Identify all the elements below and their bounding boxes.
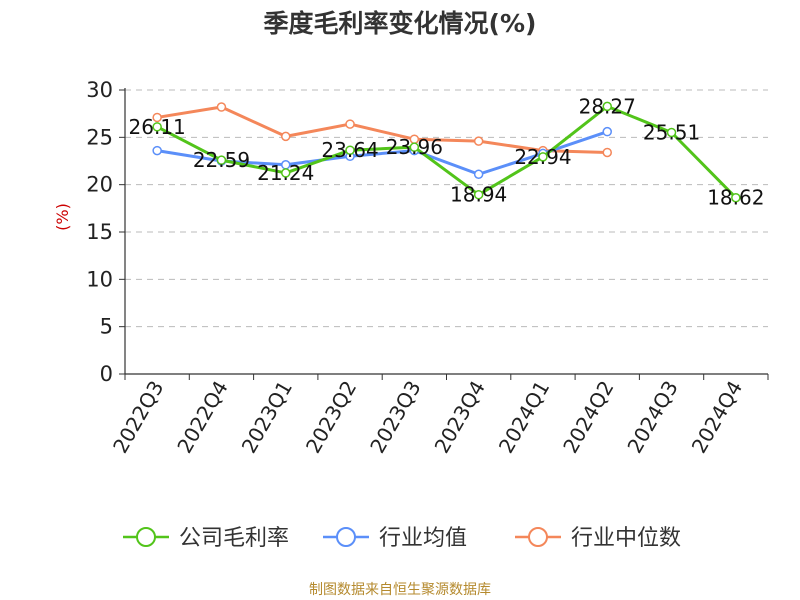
grid-lines: [125, 89, 768, 328]
data-point: [152, 145, 162, 156]
legend-marker: [336, 527, 356, 547]
data-point: [602, 101, 612, 112]
data-point: [216, 155, 227, 165]
y-tick-label: 15: [86, 220, 113, 244]
data-label: 18.94: [450, 183, 507, 207]
y-tick-label: 0: [100, 362, 113, 386]
data-point: [152, 122, 162, 132]
data-point: [602, 126, 612, 137]
data-label: 28.27: [579, 94, 636, 118]
data-labels: 26.11 22.59 21.24 23.64 23.96 18.94 22.94 28.27…: [129, 94, 765, 209]
legend: 公司毛利率 行业均值 行业中位数: [123, 526, 681, 551]
data-point: [216, 102, 227, 112]
legend-item: 公司毛利率: [123, 526, 289, 551]
x-tick-label: 2023Q1: [237, 377, 297, 458]
data-label: 21.24: [257, 161, 314, 185]
data-point: [345, 145, 355, 155]
data-label: 22.94: [514, 145, 571, 169]
data-point: [473, 189, 484, 200]
data-point: [409, 142, 420, 152]
legend-item: 行业中位数: [515, 526, 681, 551]
legend-marker: [528, 527, 548, 547]
data-point: [281, 131, 291, 142]
data-point: [538, 152, 548, 162]
data-label: 22.59: [193, 148, 250, 172]
data-point: [666, 127, 677, 138]
data-point: [281, 168, 291, 178]
series-lines: [152, 101, 741, 203]
y-tick-label: 20: [86, 173, 113, 197]
x-tick-label: 2023Q4: [430, 377, 490, 458]
data-point: [473, 169, 484, 180]
x-tick-label: 2024Q2: [558, 377, 618, 458]
chart-title: 季度毛利率变化情况(%): [263, 9, 537, 38]
series-line-0: [156, 104, 737, 199]
data-label: 23.64: [321, 138, 378, 162]
x-tick-label: 2023Q3: [365, 377, 425, 458]
y-tick-label: 5: [100, 315, 113, 339]
x-tick-label: 2024Q4: [687, 377, 747, 458]
y-tick-label: 30: [86, 78, 113, 102]
y-tick-label: 10: [86, 267, 113, 291]
data-label: 18.62: [707, 186, 764, 210]
x-tick-label: 2023Q2: [301, 377, 361, 458]
y-axis-label: (%): [53, 203, 72, 231]
legend-marker: [136, 527, 156, 547]
data-label: 23.96: [386, 135, 443, 159]
x-tick-label: 2024Q1: [494, 377, 554, 458]
data-point: [473, 136, 484, 146]
data-point: [152, 112, 162, 123]
x-tick-label: 2022Q3: [108, 377, 168, 458]
series-line-2: [156, 105, 608, 154]
legend-label: 行业中位数: [571, 526, 681, 551]
legend-label: 公司毛利率: [179, 526, 289, 551]
data-point: [731, 192, 741, 203]
source-note: 制图数据来自恒生聚源数据库: [309, 582, 491, 598]
x-tick-label: 2022Q4: [172, 377, 232, 458]
x-tick-label: 2024Q3: [622, 377, 682, 458]
data-point: [602, 147, 612, 158]
data-label: 26.11: [129, 115, 186, 139]
data-point: [345, 119, 355, 129]
legend-label: 行业均值: [379, 526, 467, 551]
legend-item: 行业均值: [323, 526, 467, 551]
y-tick-label: 25: [86, 125, 113, 149]
data-label: 25.51: [643, 121, 700, 145]
